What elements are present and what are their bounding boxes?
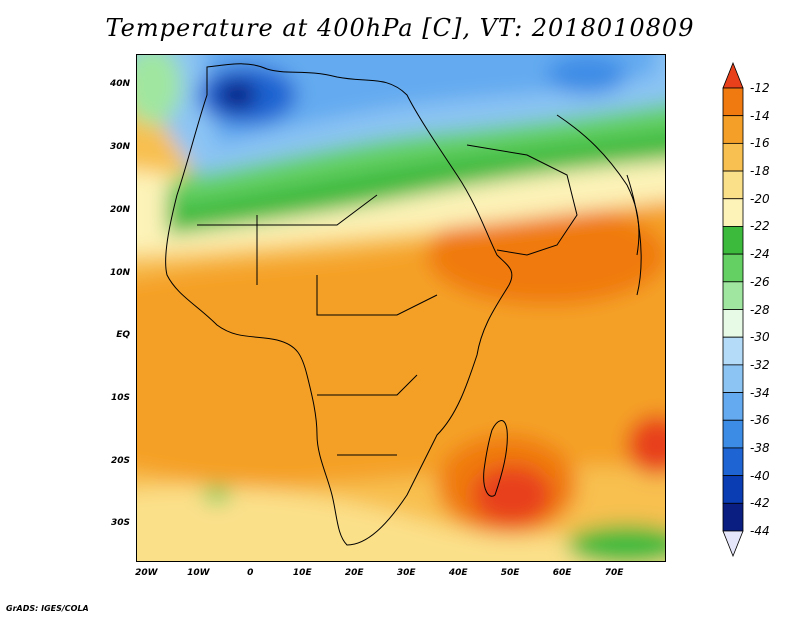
colorbar-label: -36 [750,413,770,428]
x-tick-label: 20W [135,568,158,578]
colorbar-segment [722,226,744,255]
colorbar-label: -40 [750,468,770,483]
y-tick-label: EQ [116,330,130,341]
y-tick-label: 20N [109,204,130,215]
map-panel [136,54,666,562]
colorbar-segment [722,253,744,283]
colorbar-label: -44 [750,524,770,538]
colorbar-segment [722,115,744,144]
coastlines [165,63,642,546]
colorbar-segment [722,502,744,532]
colorbar-segment [722,142,744,172]
colorbar-label: -26 [750,274,770,289]
x-tick-label: 60E [552,568,572,578]
colorbar-segment [722,87,744,117]
y-tick-label: 10S [110,392,130,403]
colorbar-segment [722,419,744,449]
colorbar-label: -12 [750,81,770,95]
x-tick-label: 40E [448,568,468,578]
x-tick-label: 20E [344,568,364,578]
colorbar-segment [722,170,744,200]
colorbar-label: -28 [750,302,770,317]
colorbar-label: -32 [750,357,770,372]
colorbar-label: -20 [750,191,770,206]
colorbar-segment [722,392,744,421]
x-tick-label: 0 [247,568,254,578]
colorbar-segment [722,198,744,227]
colorbar-label: -22 [750,219,770,234]
colorbar-segment [722,447,744,477]
colorbar-segment [722,475,744,504]
chart-title: Temperature at 400hPa [C], VT: 201801080… [105,14,695,42]
x-tick-label: 70E [604,568,624,578]
temperature-field [137,55,665,561]
y-tick-label: 10N [109,267,130,278]
x-tick-label: 30E [396,568,416,578]
y-tick-label: 30N [109,142,130,153]
colorbar-label: -34 [750,385,770,400]
x-tick-label: 10W [187,568,210,578]
x-tick-label: 50E [500,568,520,578]
colorbar-bottom-arrow [722,530,744,557]
temperature-map [137,55,665,561]
colorbar-segment [722,281,744,310]
colorbar-label: -30 [750,330,770,345]
colorbar-label: -38 [750,440,770,455]
colorbar-label: -42 [750,496,770,511]
colorbar-segment [722,364,744,393]
x-tick-label: 10E [292,568,312,578]
colorbar-label: -24 [750,247,770,262]
colorbar-segment [722,336,744,366]
colorbar-label: -14 [750,108,770,123]
colorbar [722,62,744,557]
y-tick-label: 40N [109,79,130,90]
y-tick-label: 30S [110,518,130,529]
grads-credit: GrADS: IGES/COLA [6,604,89,613]
colorbar-segment [722,309,744,338]
colorbar-label: -16 [750,136,770,151]
colorbar-label: -18 [750,164,770,179]
y-tick-label: 20S [110,455,130,466]
colorbar-top-arrow [722,62,744,89]
